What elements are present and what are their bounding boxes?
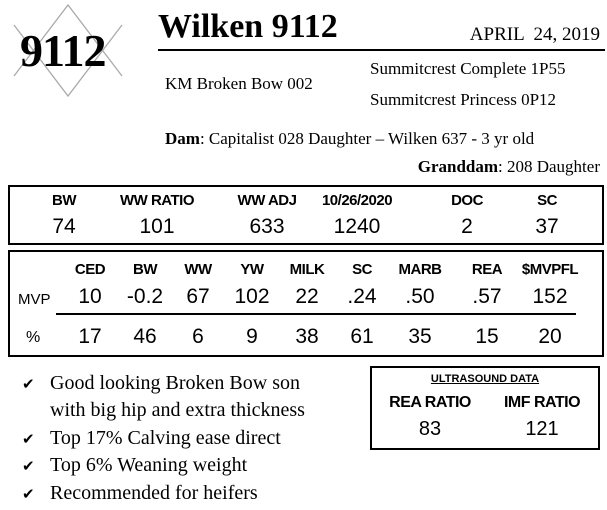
- epd-header: CED: [74, 261, 106, 278]
- title-rule: [158, 49, 605, 51]
- performance-header: BW: [52, 192, 77, 209]
- epd-mvp-value: 152: [532, 285, 568, 308]
- epd-percentile-value: 35: [408, 325, 432, 348]
- epd-mvp-value: 102: [234, 285, 270, 308]
- epd-percentile-value: 46: [133, 325, 157, 348]
- epd-divider: [56, 313, 576, 315]
- dam-label: Dam: [165, 129, 200, 148]
- epd-percentile-value: 61: [350, 325, 374, 348]
- checkmark-icon: ✔: [22, 458, 35, 475]
- epd-mvp-value: 67: [186, 285, 210, 308]
- checkmark-icon: ✔: [22, 431, 35, 448]
- epd-percentile-value: 15: [475, 325, 499, 348]
- epd-percentile-value: 17: [78, 325, 102, 348]
- rea-ratio-value: 83: [418, 418, 442, 440]
- pct-label: %: [26, 329, 41, 346]
- performance-header: SC: [537, 192, 557, 209]
- ultrasound-title: ULTRASOUND DATA: [430, 373, 540, 385]
- sale-date: APRIL 24, 2019: [469, 24, 600, 45]
- epd-mvp-value: 22: [295, 285, 319, 308]
- granddam-line: Granddam: 208 Daughter: [418, 157, 600, 177]
- performance-header: WW RATIO: [119, 192, 195, 209]
- epd-header: BW: [133, 261, 158, 278]
- performance-header: WW ADJ: [237, 192, 297, 209]
- checkmark-icon: ✔: [22, 376, 35, 393]
- epd-header: REA: [471, 261, 503, 278]
- sire-dam: Summitcrest Princess 0P12: [370, 90, 557, 109]
- epd-header: YW: [240, 261, 264, 278]
- bullet-text: Top 17% Calving ease direct: [50, 427, 281, 449]
- granddam-label: Granddam: [417, 157, 499, 176]
- bullet-text: Recommended for heifers: [50, 482, 258, 504]
- ultrasound-box: ULTRASOUND DATA REA RATIO IMF RATIO 83 1…: [370, 366, 600, 450]
- performance-box: BW 74 WW RATIO 101 WW ADJ 633 10/26/2020 1240 DO…: [8, 185, 604, 245]
- epd-header: MILK: [289, 261, 325, 278]
- sire-sire: Summitcrest Complete 1P55: [370, 59, 566, 78]
- performance-value: 2: [461, 215, 473, 238]
- epd-percentile-value: 38: [295, 325, 319, 348]
- epd-mvp-value: -0.2: [126, 285, 164, 308]
- dam-value: : Capitalist 028 Daughter – Wilken 637 -…: [199, 129, 535, 148]
- epd-mvp-value: .57: [472, 285, 502, 308]
- epd-header: $MVPFL: [521, 261, 579, 278]
- epd-percentile-value: 6: [192, 325, 204, 348]
- performance-header: DOC: [451, 192, 483, 209]
- epd-mvp-value: .50: [405, 285, 435, 308]
- imf-ratio-value: 121: [525, 418, 559, 440]
- epd-box: MVP % CED 10 17 BW -0.2 46 WW 67 6 YW 102 9 MILK 22 38…: [8, 250, 604, 357]
- epd-header: WW: [184, 261, 212, 278]
- performance-value: 74: [52, 215, 76, 238]
- mvp-label: MVP: [18, 291, 51, 308]
- performance-value: 633: [249, 215, 285, 238]
- page-title: Wilken 9112: [158, 8, 338, 45]
- checkmark-icon: ✔: [22, 486, 35, 503]
- epd-header: MARB: [398, 261, 443, 278]
- epd-mvp-value: .24: [347, 285, 377, 308]
- bullet-text: Top 6% Weaning weight: [50, 454, 248, 476]
- dam-line: Dam: Capitalist 028 Daughter – Wilken 63…: [165, 129, 534, 149]
- bullet-text: Good looking Broken Bow son: [50, 372, 300, 394]
- epd-percentile-value: 9: [246, 325, 258, 348]
- rea-ratio-label: REA RATIO: [389, 394, 471, 411]
- imf-ratio-label: IMF RATIO: [503, 394, 581, 411]
- epd-mvp-value: 10: [78, 285, 102, 308]
- bullet-text: with big hip and extra thickness: [50, 399, 305, 421]
- epd-header: SC: [352, 261, 372, 278]
- performance-value: 101: [139, 215, 175, 238]
- diamond-outline-icon: [13, 3, 123, 98]
- lot-number: 9112: [20, 25, 106, 76]
- performance-value: 1240: [333, 215, 381, 238]
- epd-percentile-value: 20: [538, 325, 562, 348]
- sire: KM Broken Bow 002: [165, 74, 313, 93]
- granddam-value: : 208 Daughter: [498, 157, 600, 176]
- performance-header: 10/26/2020: [321, 192, 393, 209]
- performance-value: 37: [535, 215, 559, 238]
